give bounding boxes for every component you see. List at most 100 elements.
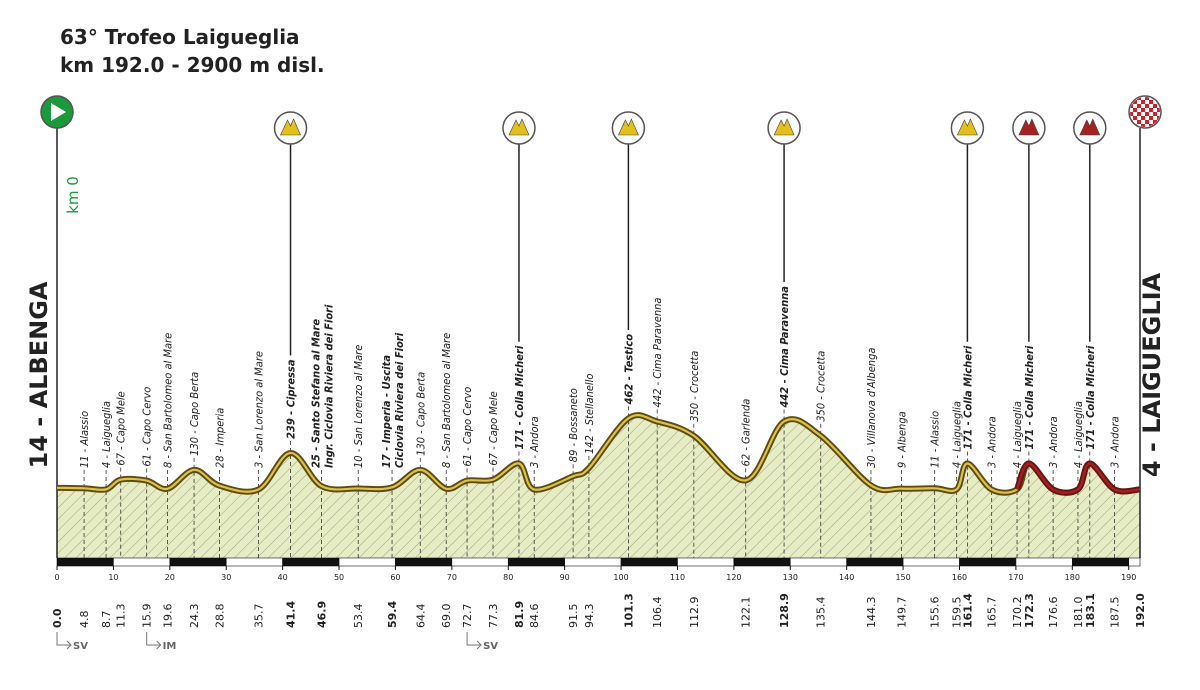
waypoint-km: 135.4 [815,597,828,629]
waypoint-label: 130 - Capo Berta [188,372,201,456]
waypoint-label: 442 - Cima Paravenna [778,286,791,408]
waypoint-label: 3 - San Lorenzo al Mare [252,351,265,468]
finish-label: 4 - LAIGUEGLIA [1138,272,1166,477]
waypoint-label: 462 - Testico [622,334,635,405]
waypoint-label: 28 - Imperia [213,408,226,468]
waypoint-km: 72.7 [461,604,474,629]
x-tick-label: 90 [560,573,570,582]
checker-cell [1141,124,1145,127]
km-bar-segment [282,557,340,567]
finish-km: 192.0 [1134,593,1147,628]
waypoint-label: 11 - Alassio [929,411,942,468]
waypoint-km: 53.4 [352,604,365,629]
km-bar-segment [56,557,114,567]
waypoint-label: 130 - Capo Berta [414,372,427,456]
waypoint-km: 112.9 [688,597,701,629]
checker-cell [1157,116,1160,120]
climb-mountain [508,118,530,136]
waypoint-km: 94.3 [583,604,596,629]
waypoint-km: 159.5 [951,597,964,629]
waypoint-km: 81.9 [513,601,526,628]
waypoint-label: 10 - San Lorenzo al Mare [352,345,365,468]
checker-cell [1141,108,1145,112]
waypoint-label: 3 - Andora [1109,416,1122,468]
waypoint-km: 187.5 [1109,597,1122,629]
waypoint-km: 11.3 [115,604,128,629]
km-bar-segment [620,557,678,567]
waypoint-label: 61 - Capo Cervo [461,387,474,467]
x-tick-label: 50 [334,573,344,582]
waypoint-label-2: Ciclovia Riviera dei Fiori [393,332,406,468]
checker-cell [1157,108,1160,112]
km-bar-segment [677,557,735,567]
climb-mountain [617,118,639,136]
km-bar-segment [959,557,1017,567]
waypoint-km: 183.1 [1084,593,1097,628]
km-bar-segment [113,557,171,567]
waypoint-label: 142 - Stellanello [583,374,596,454]
waypoint-km: 161.4 [961,593,974,628]
waypoint-label: 25 - Santo Stefano al Mare [310,319,323,468]
waypoint-km: 64.4 [414,604,427,629]
climb-mountain [1079,118,1101,136]
profile-line-inner [56,414,1141,494]
waypoint-label-2: Ingr. Ciclovia Riviera dei Fiori [323,304,336,468]
waypoint-km: 41.4 [285,601,298,628]
x-tick-label: 80 [503,573,513,582]
checker-cell [1145,120,1149,124]
waypoint-label: 3 - Andora [986,416,999,468]
waypoint-km: 59.4 [386,601,399,628]
waypoint-km: 176.6 [1047,597,1060,629]
exit-label: IM [163,641,177,652]
waypoint-label: 62 - Garlenda [740,399,753,467]
waypoint-km: 19.6 [162,604,175,629]
km-bar-segment [451,557,509,567]
waypoint-label: 239 - Cipressa [285,359,298,439]
x-tick-label: 160 [952,573,967,582]
checker-cell [1153,120,1157,124]
checker-cell [1130,97,1133,100]
checker-cell [1137,104,1141,108]
checker-cell [1149,100,1153,104]
waypoint-label: 3 - Andora [1047,416,1060,468]
waypoint-label: 61 - Capo Cervo [141,387,154,467]
waypoint-label: 8 - San Bartolomeo al Mare [162,333,175,468]
checker-cell [1141,100,1145,104]
km-bar-segment [846,557,904,567]
waypoint-label: 8 - San Bartolomeo al Mare [440,333,453,468]
waypoint-label: 350 - Crocetta [688,351,701,422]
waypoint-km: 28.8 [213,604,226,629]
waypoint-km: 149.7 [895,597,908,629]
km-bar-segment [1128,557,1141,567]
waypoint-km: 77.3 [487,604,500,629]
waypoint-label: 9 - Albenga [895,411,908,468]
checker-cell [1149,116,1153,120]
waypoint-label: 30 - Villanova d'Albenga [865,348,878,468]
x-tick-label: 60 [390,573,400,582]
checker-cell [1137,120,1141,124]
waypoint-km: 106.4 [651,597,664,629]
km-bar-segment [169,557,227,567]
waypoint-km: 91.5 [567,604,580,629]
x-tick-label: 110 [670,573,685,582]
waypoint-km: 155.6 [929,597,942,629]
waypoint-label: 171 - Colla Micheri [961,345,974,449]
x-tick-label: 0 [54,573,59,582]
waypoint-km: 84.6 [528,604,541,629]
x-tick-label: 40 [278,573,288,582]
waypoint-label: 11 - Alassio [78,411,91,468]
km-bar-segment [507,557,565,567]
checker-cell [1145,112,1149,116]
start-km: 0.0 [51,608,64,628]
checker-cell [1137,112,1141,116]
waypoint-label: 442 - Cima Paravenna [651,298,664,408]
km-bar-segment [1072,557,1130,567]
km-bar-segment [395,557,453,567]
waypoint-km: 8.7 [100,611,113,629]
checker-cell [1130,104,1133,108]
checker-cell [1130,112,1133,116]
start-km-text: km 0 [64,176,82,214]
waypoint-km: 181.0 [1072,597,1085,629]
exit-label: SV [73,641,88,652]
